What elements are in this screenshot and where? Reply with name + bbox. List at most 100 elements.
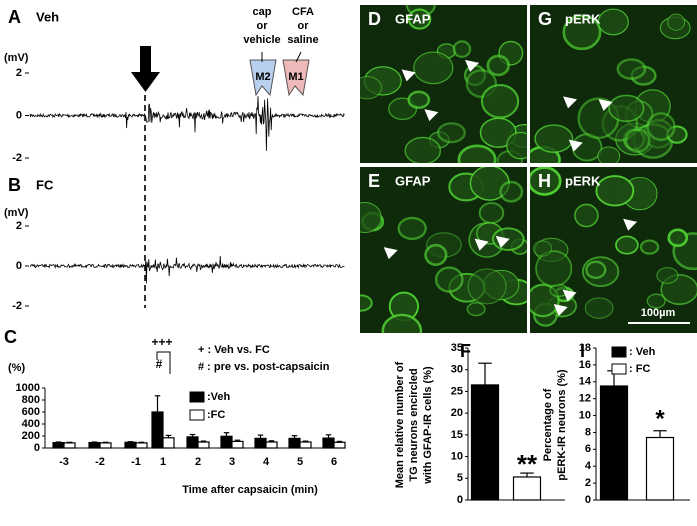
micrograph <box>530 167 697 333</box>
unit: (mV) <box>4 52 29 64</box>
bar <box>265 441 278 449</box>
arrowhead <box>568 139 583 152</box>
bar <box>599 385 629 501</box>
cell <box>480 84 520 119</box>
x-tick-label: 3 <box>229 456 235 468</box>
x-tick-label: -3 <box>59 456 69 468</box>
y-tick-label: 2 <box>585 477 591 489</box>
cell <box>360 294 373 312</box>
panel-label: B <box>8 175 21 195</box>
y-tick-label: 400 <box>22 418 40 430</box>
electrode <box>249 59 277 97</box>
bar <box>470 384 500 501</box>
stain-label: pERK <box>565 173 601 188</box>
cell <box>532 240 553 257</box>
annotation: * <box>655 405 665 432</box>
condition: FC <box>36 177 54 192</box>
bar <box>124 441 137 449</box>
annotation: + : Veh vs. FC <box>198 344 270 356</box>
bar <box>645 436 675 501</box>
legend-swatch <box>189 391 205 403</box>
legend-label: : Veh <box>629 346 656 358</box>
panel-label: C <box>4 327 17 347</box>
arrowhead <box>401 69 416 82</box>
bar <box>333 441 346 449</box>
arrowhead <box>495 235 510 248</box>
voltage-trace <box>29 96 345 151</box>
cell <box>407 90 431 109</box>
cell <box>535 250 573 288</box>
legend-swatch <box>189 409 205 421</box>
y-tick-label: 12 <box>579 393 591 405</box>
y-tick-label: 2 <box>16 220 22 232</box>
y-tick-label: 6 <box>585 443 591 455</box>
stain-label: GFAP <box>395 11 431 26</box>
bar <box>88 442 101 449</box>
legend-label: :Veh <box>207 391 231 403</box>
y-tick-label: 0 <box>34 442 40 454</box>
cell <box>486 54 511 77</box>
y-tick-label: 8 <box>585 426 591 438</box>
y-tick-label: -2 <box>12 300 22 312</box>
panel-label: G <box>538 9 552 29</box>
arrowhead <box>424 109 439 122</box>
bar <box>162 437 175 449</box>
panel-label: H <box>538 171 551 191</box>
y-tick-label: 18 <box>579 342 591 354</box>
arrowhead <box>553 303 568 316</box>
x-axis-label: Time after capsaicin (min) <box>182 484 318 496</box>
electrode-label: or <box>257 20 269 32</box>
arrowhead <box>598 99 613 112</box>
electrode-label: vehicle <box>243 34 280 46</box>
legend-swatch <box>611 346 627 358</box>
x-tick-label: 4 <box>263 456 270 468</box>
y-tick-label: 20 <box>451 407 463 419</box>
y-tick-label: 15 <box>451 429 463 441</box>
y-axis-label: Mean relative number of <box>394 361 406 488</box>
y-axis-label: (%) <box>8 362 25 374</box>
x-tick-label: 6 <box>331 456 337 468</box>
legend-label: :FC <box>207 409 225 421</box>
bar <box>135 442 148 449</box>
cell <box>597 8 629 36</box>
electrode-label: saline <box>287 34 318 46</box>
pointer <box>295 51 302 63</box>
cell <box>499 180 524 203</box>
bar <box>512 476 542 501</box>
cell <box>466 302 486 317</box>
cell <box>467 268 507 305</box>
cell <box>646 293 666 309</box>
bar <box>197 441 210 449</box>
y-axis-label: pERK-IR neurons (%) <box>556 369 568 481</box>
y-tick-label: 0 <box>585 494 591 506</box>
micrograph <box>530 5 697 163</box>
cell <box>478 202 505 224</box>
micrograph <box>360 5 527 163</box>
annotation: +++ <box>151 335 172 349</box>
y-tick-label: 14 <box>579 376 592 388</box>
legend-swatch <box>611 363 627 375</box>
arrowhead <box>562 289 577 302</box>
y-tick-label: 200 <box>22 430 40 442</box>
cell <box>360 201 382 234</box>
cell <box>616 58 647 80</box>
cell <box>404 136 442 163</box>
y-axis-label: with GFAP-IR cells (%) <box>422 366 434 485</box>
legend-label: : FC <box>629 363 650 375</box>
cell <box>534 124 574 153</box>
cell <box>639 239 660 255</box>
y-tick-label: -2 <box>12 152 22 164</box>
electrode-label: or <box>298 20 310 32</box>
cell <box>656 267 679 284</box>
cell <box>424 243 448 266</box>
bar <box>52 442 65 449</box>
annotation: # : pre vs. post-capsaicin <box>198 361 330 373</box>
y-tick-label: 25 <box>451 385 463 397</box>
x-tick-label: 2 <box>195 456 201 468</box>
cell <box>360 76 382 100</box>
arrowhead <box>465 59 480 72</box>
cell <box>615 235 639 255</box>
